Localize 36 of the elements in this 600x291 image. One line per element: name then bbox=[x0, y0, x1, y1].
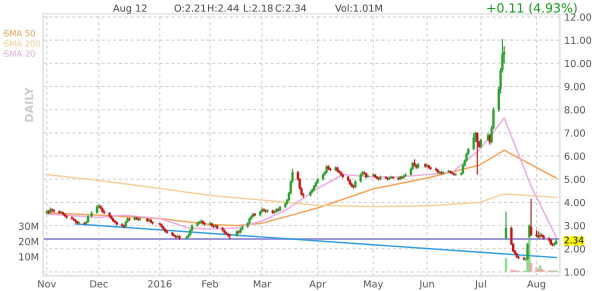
y-tick-label: 6.00 bbox=[564, 152, 585, 160]
y-tick-label: 8.00 bbox=[564, 106, 585, 114]
y-tick-label: 10.00 bbox=[565, 60, 592, 68]
annotation: 2.34 bbox=[564, 236, 584, 244]
x-tick-label: Jul bbox=[474, 280, 486, 290]
x-tick-label: Aug bbox=[527, 280, 546, 290]
legend-label: SMA 200 bbox=[4, 40, 40, 47]
text: O:2.21 bbox=[174, 4, 206, 12]
y-tick-label: 9.00 bbox=[564, 82, 585, 90]
text: H:2.44 bbox=[208, 4, 239, 12]
y-tick-label: 4.00 bbox=[564, 198, 585, 206]
x-tick-label: May bbox=[364, 280, 384, 290]
text: L:2.18 bbox=[244, 4, 273, 12]
legend-label: SMA 50 bbox=[4, 30, 35, 36]
text: Aug 12 bbox=[113, 4, 146, 14]
x-tick-label: Nov bbox=[38, 280, 56, 288]
x-tick-label: Feb bbox=[202, 280, 218, 288]
x-tick-label: Dec bbox=[90, 280, 108, 288]
y-tick-label: 7.00 bbox=[564, 129, 585, 137]
y-tick-label: 1.00 bbox=[565, 268, 585, 276]
y-tick-label: 2.00 bbox=[564, 245, 585, 253]
text: C:2.34 bbox=[276, 4, 306, 12]
x-tick-label: Mar bbox=[254, 280, 272, 288]
y2-tick-label: 30M bbox=[19, 222, 38, 230]
y-tick-label: 12.00 bbox=[565, 13, 592, 21]
y-tick-label: 5.00 bbox=[564, 176, 585, 184]
x-tick-label: Apr bbox=[309, 280, 326, 290]
y-tick-label: 3.00 bbox=[564, 222, 585, 230]
annotation: +0.11 (4.93%) bbox=[487, 2, 577, 14]
x-tick-label: Jun bbox=[418, 280, 434, 290]
y-tick-label: 11.00 bbox=[565, 36, 592, 44]
y2-tick-label: 20M bbox=[18, 238, 38, 246]
text: Vol:1.01M bbox=[335, 4, 382, 12]
y2-tick-label: 10M bbox=[19, 253, 38, 260]
x-tick-label: 2016 bbox=[148, 280, 172, 288]
legend-label: SMA 20 bbox=[4, 50, 35, 57]
